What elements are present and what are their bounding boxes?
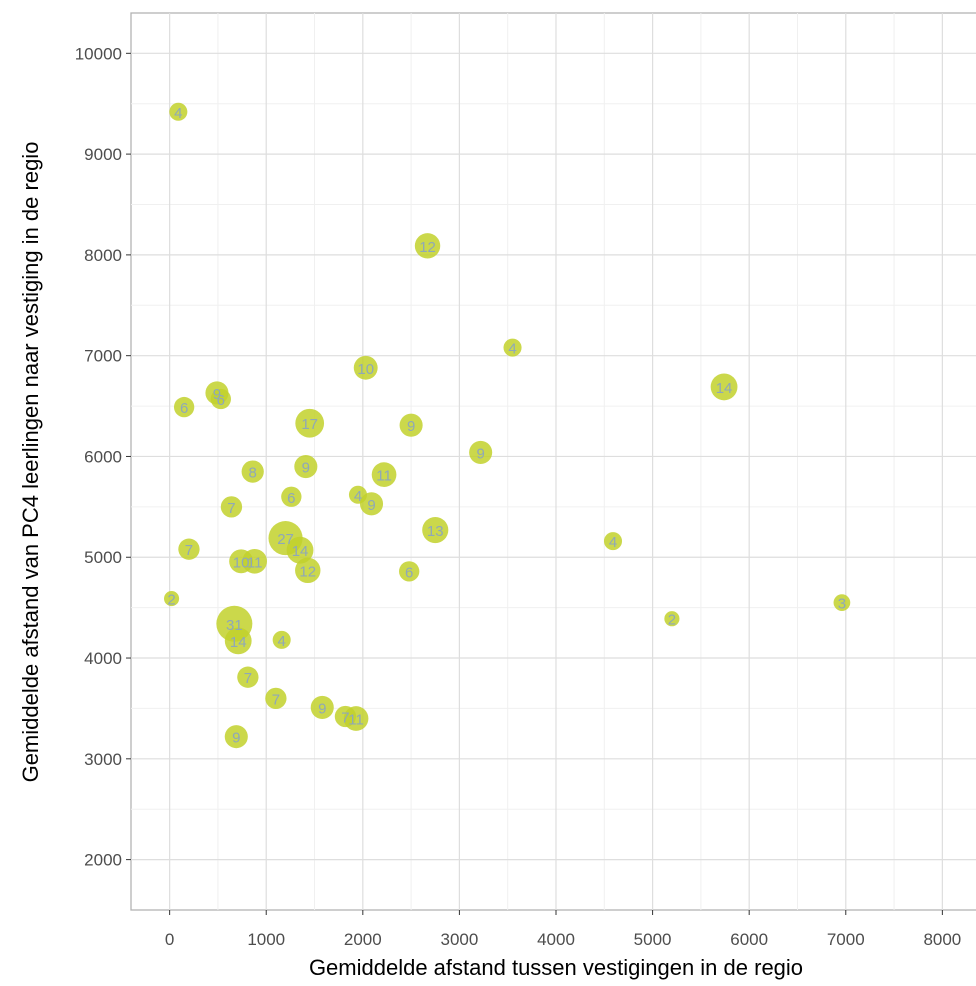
data-point [164,591,180,607]
data-point [343,706,369,731]
data-point [359,492,384,516]
data-point [414,233,441,259]
point-label: 6 [287,490,295,507]
y-tick-label: 5000 [84,548,122,567]
grid [131,13,976,910]
data-point [503,338,522,357]
x-tick-label: 3000 [440,930,478,949]
data-point [833,594,851,611]
point-label: 4 [278,633,286,650]
plot-panel [130,12,976,911]
point-label: 12 [299,563,316,580]
x-tick-label: 4000 [537,930,575,949]
x-tick-label: 6000 [730,930,768,949]
point-label: 11 [376,468,392,485]
point-label: 9 [232,730,240,747]
point-label: 4 [609,534,617,551]
data-point [664,611,680,627]
point-label: 12 [419,239,436,256]
y-axis-title: Gemiddelde afstand van PC4 leerlingen na… [18,142,43,783]
point-label: 4 [174,105,182,122]
point-label: 14 [716,380,733,397]
data-point [224,627,252,655]
data-point [242,548,267,574]
x-axis-title: Gemiddelde afstand tussen vestigingen in… [309,955,803,980]
point-label: 14 [292,543,309,560]
y-tick-label: 10000 [75,44,122,63]
data-point [422,516,449,544]
point-label: 2 [167,592,175,609]
point-label: 7 [341,709,349,726]
point-label: 9 [213,386,221,403]
data-point [710,373,738,401]
data-point [353,355,378,380]
point-label: 8 [249,465,257,482]
point-label: 6 [180,400,188,417]
y-tick-label: 8000 [84,246,122,265]
data-point [241,460,264,483]
point-label: 11 [247,554,263,571]
data-point [265,687,287,710]
point-label: 9 [407,418,415,435]
point-label: 27 [277,531,294,548]
point-label: 14 [230,634,247,651]
data-point [399,561,420,582]
x-tick-label: 2000 [344,930,382,949]
point-label: 9 [367,497,375,514]
point-label: 31 [226,617,243,634]
y-tick-label: 7000 [84,347,122,366]
data-point [224,725,248,749]
data-point [295,557,321,584]
point-label: 7 [185,542,193,559]
point-label: 7 [227,500,235,517]
y-tick-label: 2000 [84,851,122,870]
point-label: 4 [508,341,516,358]
data-point [295,408,325,438]
data-point [210,388,231,410]
point-label: 3 [838,596,846,613]
data-point [603,532,623,551]
x-tick-label: 5000 [634,930,672,949]
point-label: 9 [302,460,310,477]
data-point [220,496,243,518]
data-point [469,440,493,464]
x-tick-label: 7000 [827,930,865,949]
y-tick-label: 6000 [84,447,122,466]
point-label: 10 [357,361,374,378]
x-tick-label: 8000 [923,930,961,949]
data-point [272,630,291,649]
point-label: 10 [233,554,250,571]
y-tick-label: 4000 [84,649,122,668]
point-label: 4 [354,488,362,505]
data-point [178,538,200,560]
point-label: 6 [217,392,225,409]
data-point [173,396,195,418]
y-tick-label: 9000 [84,145,122,164]
data-point [294,454,318,479]
data-point [371,462,397,487]
y-tick-label: 3000 [84,750,122,769]
data-point [286,536,314,564]
point-label: 7 [244,670,252,687]
data-point [281,486,302,507]
point-label: 2 [668,612,676,629]
x-tick-label: 0 [165,930,174,949]
point-label: 11 [348,712,364,729]
point-label: 9 [476,445,484,462]
point-label: 6 [405,564,413,581]
point-label: 17 [301,416,318,433]
axis-ticks: 0 1000 2000 3000 4000 5000 6000 7000 8000 2000 300… [75,44,962,949]
data-point [310,695,334,719]
point-label: 7 [272,691,280,708]
data-point [237,666,259,688]
data-point [399,413,423,437]
x-tick-label: 1000 [247,930,285,949]
point-label: 9 [318,700,326,717]
point-label: 13 [427,523,444,540]
data-point [169,102,188,121]
